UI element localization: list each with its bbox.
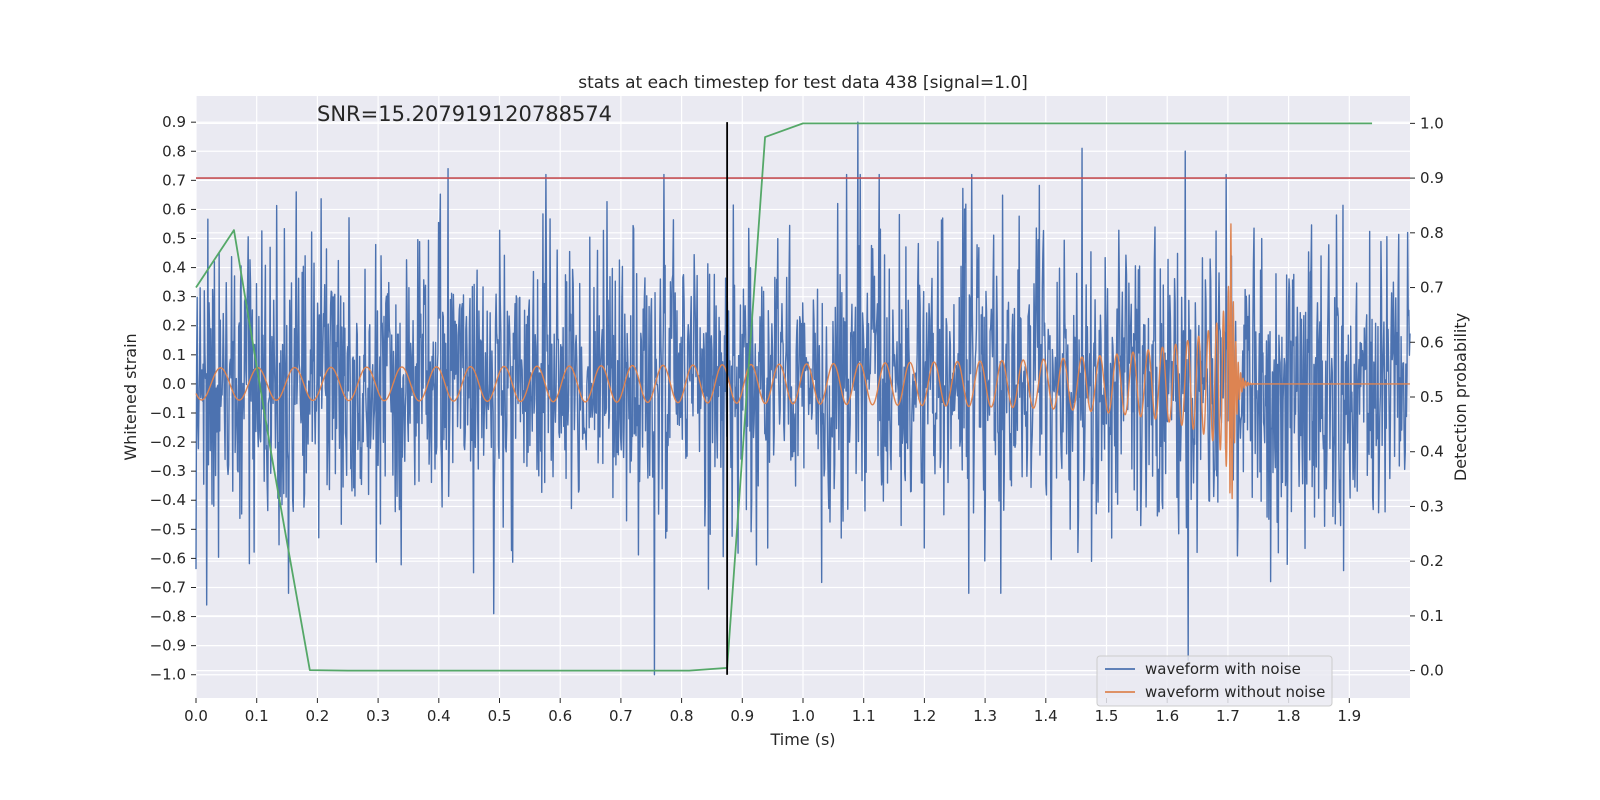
left-y-tick-label: 0.1 (162, 346, 186, 364)
left-y-tick-label: −0.4 (150, 491, 186, 509)
left-y-axis-label: Whitened strain (121, 333, 140, 460)
x-tick-label: 0.4 (427, 707, 451, 725)
left-y-tick-label: 0.2 (162, 317, 186, 335)
left-y-tick-label: −0.2 (150, 433, 186, 451)
left-y-tick-label: −0.6 (150, 549, 186, 567)
x-tick-label: 0.8 (670, 707, 694, 725)
left-y-tick-label: −0.7 (150, 578, 186, 596)
x-tick-label: 0.5 (488, 707, 512, 725)
right-y-tick-label: 0.7 (1420, 279, 1444, 297)
waveform-without-noise-line (195, 223, 1411, 500)
waveform-without-noise-series (195, 223, 1411, 500)
x-tick-label: 0.2 (305, 707, 329, 725)
x-tick-label: 1.7 (1216, 707, 1240, 725)
legend-label-waveform-without-noise: waveform without noise (1145, 683, 1325, 701)
left-y-tick-label: −0.1 (150, 404, 186, 422)
legend: waveform with noise waveform without noi… (1096, 655, 1333, 707)
right-y-tick-label: 0.4 (1420, 443, 1444, 461)
x-tick-label: 0.3 (366, 707, 390, 725)
right-y-tick-label: 0.1 (1420, 607, 1444, 625)
left-y-axis-ticks: 0.9 0.8 0.7 0.6 0.5 0.4 0.3 0.2 0.1 0.0 −0.1 −0.2 −0… (150, 113, 196, 684)
waveform-with-noise-series (195, 121, 1411, 676)
x-tick-label: 0.7 (609, 707, 633, 725)
right-y-tick-label: 0.2 (1420, 552, 1444, 570)
right-y-axis-ticks: 1.0 0.9 0.8 0.7 0.6 0.5 0.4 0.3 0.2 0.1 0.0 (1410, 114, 1444, 680)
detection-probability-series (195, 122, 1373, 672)
left-y-tick-label: −0.3 (150, 462, 186, 480)
legend-box (1096, 655, 1333, 707)
x-tick-label: 0.9 (730, 707, 754, 725)
x-tick-label: 0.0 (184, 707, 208, 725)
left-y-tick-label: 0.3 (162, 288, 186, 306)
plot-area (195, 96, 1411, 698)
left-y-tick-label: −1.0 (150, 666, 186, 684)
left-y-tick-label: 0.0 (162, 375, 186, 393)
x-tick-label: 1.2 (912, 707, 936, 725)
waveform-with-noise-line (195, 121, 1411, 676)
x-tick-label: 1.5 (1095, 707, 1119, 725)
x-tick-label: 1.4 (1034, 707, 1058, 725)
left-y-tick-label: −0.9 (150, 637, 186, 655)
left-y-tick-label: 0.9 (162, 113, 186, 131)
x-tick-label: 1.3 (973, 707, 997, 725)
left-y-tick-label: 0.5 (162, 230, 186, 248)
right-y-tick-label: 0.8 (1420, 224, 1444, 242)
left-y-tick-label: 0.8 (162, 142, 186, 160)
x-axis-label: Time (s) (769, 730, 835, 749)
right-y-tick-label: 0.9 (1420, 169, 1444, 187)
left-y-tick-label: −0.5 (150, 520, 186, 538)
right-y-axis-label: Detection probability (1451, 313, 1470, 481)
right-y-tick-label: 0.5 (1420, 388, 1444, 406)
x-tick-label: 1.9 (1337, 707, 1361, 725)
chart-title: stats at each timestep for test data 438… (578, 73, 1028, 93)
left-y-tick-label: −0.8 (150, 608, 186, 626)
right-y-tick-label: 0.6 (1420, 333, 1444, 351)
right-y-tick-label: 1.0 (1420, 114, 1444, 132)
x-axis-ticks: 0.0 0.1 0.2 0.3 0.4 0.5 0.6 0.7 0.8 0.9 1.0 1.1 1.2 1… (184, 698, 1361, 725)
x-tick-label: 1.1 (852, 707, 876, 725)
x-tick-label: 0.1 (245, 707, 269, 725)
left-y-tick-label: 0.4 (162, 259, 186, 277)
right-y-tick-label: 0.3 (1420, 497, 1444, 515)
x-tick-label: 1.8 (1277, 707, 1301, 725)
snr-annotation: SNR=15.207919120788574 (317, 102, 612, 126)
detection-probability-line (195, 122, 1373, 672)
x-tick-label: 0.6 (548, 707, 572, 725)
left-y-tick-label: 0.6 (162, 200, 186, 218)
x-tick-label: 1.6 (1155, 707, 1179, 725)
right-y-tick-label: 0.0 (1420, 662, 1444, 680)
legend-label-waveform-with-noise: waveform with noise (1145, 660, 1301, 678)
left-y-tick-label: 0.7 (162, 171, 186, 189)
x-tick-label: 1.0 (791, 707, 815, 725)
